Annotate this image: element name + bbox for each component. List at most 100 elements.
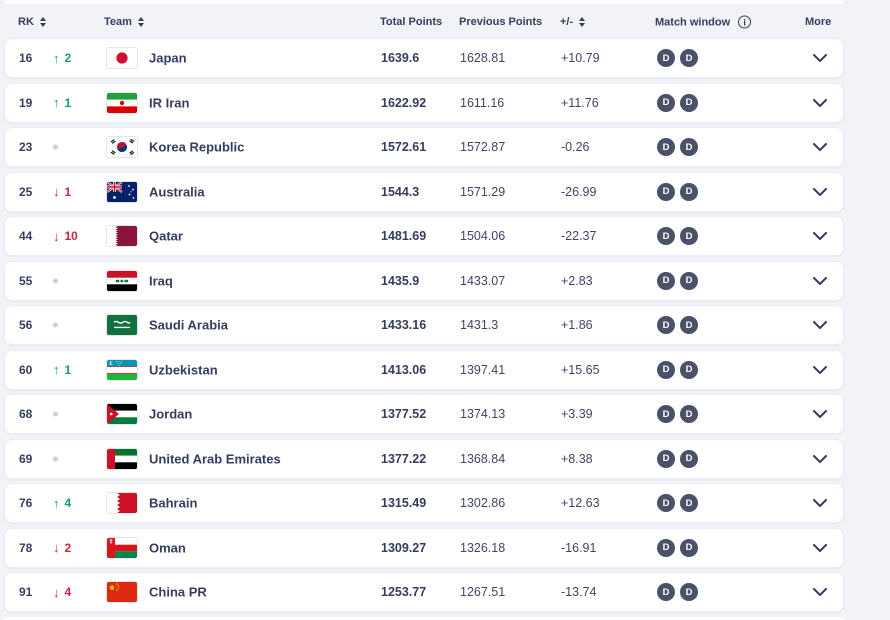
expand-row-button[interactable]	[808, 276, 832, 285]
column-header-rank[interactable]: RK	[18, 16, 46, 28]
expand-row-button[interactable]	[808, 321, 832, 329]
rank-value: 23	[19, 140, 33, 154]
rank-change: ↑ 2	[53, 51, 95, 65]
expand-row-button[interactable]	[808, 143, 832, 151]
match-day-badge[interactable]: D	[657, 316, 675, 334]
table-row[interactable]: 91 ↓ 4 China PR 1253.77 1267.51 -13.74 D…	[4, 572, 844, 612]
match-day-badge[interactable]: D	[657, 271, 675, 290]
match-day-badge[interactable]: D	[657, 138, 675, 156]
flag-australia-icon	[107, 181, 137, 202]
match-day-badge[interactable]: D	[680, 449, 698, 468]
match-day-badge[interactable]: D	[680, 316, 698, 334]
match-day-badge[interactable]: D	[680, 583, 698, 601]
expand-row-button[interactable]	[808, 98, 832, 107]
info-icon[interactable]: i	[738, 15, 752, 29]
expand-row-button[interactable]	[808, 365, 832, 374]
rank-down-arrow-icon: ↓	[53, 184, 60, 199]
table-row[interactable]: 25 ↓ 1 Australia 1544.3 1571.29 -26.99 D…	[4, 171, 844, 212]
match-day-badge[interactable]: D	[657, 360, 675, 379]
match-day-badge[interactable]: D	[680, 271, 698, 290]
expand-row-button[interactable]	[808, 54, 832, 62]
team-name: Uzbekistan	[149, 362, 218, 377]
match-day-badge[interactable]: D	[657, 494, 675, 512]
match-day-badge[interactable]: D	[680, 494, 698, 512]
expand-row-button[interactable]	[808, 410, 832, 418]
table-row[interactable]: 69 United Arab Emirates 1377.22 1368.84 …	[4, 438, 844, 479]
match-day-badge[interactable]: D	[657, 227, 675, 245]
expand-row-button[interactable]	[808, 499, 832, 507]
rank-value: 76	[19, 496, 33, 510]
sort-icon[interactable]	[579, 16, 586, 28]
rank-change	[53, 456, 95, 461]
team-name: China PR	[149, 584, 207, 600]
rank-value: 78	[19, 540, 33, 555]
chevron-down-icon	[813, 143, 827, 151]
rank-change-value: 4	[64, 585, 72, 599]
rank-change-value: 4	[64, 496, 72, 510]
match-day-badge[interactable]: D	[680, 182, 698, 201]
column-header-team[interactable]: Team	[104, 16, 144, 28]
column-header-plus-minus[interactable]: +/-	[560, 16, 586, 28]
match-day-badge[interactable]: D	[657, 49, 675, 67]
table-row[interactable]: 23 Korea Republic 1572.61 1572.87 -0.26 …	[4, 127, 844, 167]
match-day-badge[interactable]: D	[657, 449, 675, 468]
sort-icon[interactable]	[137, 16, 144, 28]
team-name: Bahrain	[149, 495, 198, 511]
rank-value: 44	[19, 229, 33, 243]
expand-row-button[interactable]	[808, 454, 832, 463]
rank-change: ↓ 1	[53, 185, 95, 199]
match-day-badge[interactable]: D	[680, 405, 698, 423]
expand-row-button[interactable]	[808, 543, 832, 552]
table-row[interactable]: 60 ↑ 1 Uzbekistan 1413.06 1397.41 +15.65…	[4, 349, 844, 390]
sort-icon[interactable]	[39, 16, 46, 28]
match-day-badge[interactable]: D	[657, 93, 675, 112]
rank-up-arrow-icon: ↑	[53, 495, 60, 511]
rank-value: 25	[19, 184, 33, 199]
match-day-badge[interactable]: D	[657, 538, 675, 557]
expand-row-button[interactable]	[808, 187, 832, 196]
rank-change-value: 1	[64, 362, 72, 377]
chevron-down-icon	[813, 232, 827, 240]
team-name: Australia	[149, 184, 205, 199]
match-day-badge[interactable]: D	[680, 227, 698, 245]
points-change-value: +2.83	[561, 273, 593, 288]
total-points-value: 1377.22	[381, 451, 427, 466]
match-day-badge[interactable]: D	[680, 360, 698, 379]
expand-row-button[interactable]	[808, 232, 832, 240]
rank-value: 60	[19, 362, 33, 377]
team-name: Saudi Arabia	[149, 317, 228, 333]
match-day-badge[interactable]: D	[657, 405, 675, 423]
match-day-badge[interactable]: D	[680, 93, 698, 112]
total-points-value: 1639.6	[381, 51, 420, 65]
points-change-value: +15.65	[561, 362, 600, 377]
total-points-value: 1435.9	[381, 273, 420, 288]
match-day-badge[interactable]: D	[680, 538, 698, 557]
chevron-down-icon	[813, 543, 827, 552]
column-header-more-label: More	[805, 16, 832, 28]
previous-points-value: 1267.51	[460, 585, 506, 599]
previous-card-edge	[4, 0, 844, 4]
chevron-down-icon	[813, 54, 827, 62]
points-change-value: -0.26	[561, 140, 590, 154]
match-day-badge[interactable]: D	[657, 583, 675, 601]
flag-korea-icon	[107, 137, 137, 157]
match-day-badge[interactable]: D	[657, 182, 675, 201]
rank-change: ↑ 1	[53, 363, 95, 377]
rank-value: 19	[19, 95, 33, 110]
flag-jordan-icon	[107, 404, 137, 424]
match-day-badge[interactable]: D	[680, 138, 698, 156]
match-day-badge[interactable]: D	[680, 49, 698, 67]
expand-row-button[interactable]	[808, 588, 832, 596]
